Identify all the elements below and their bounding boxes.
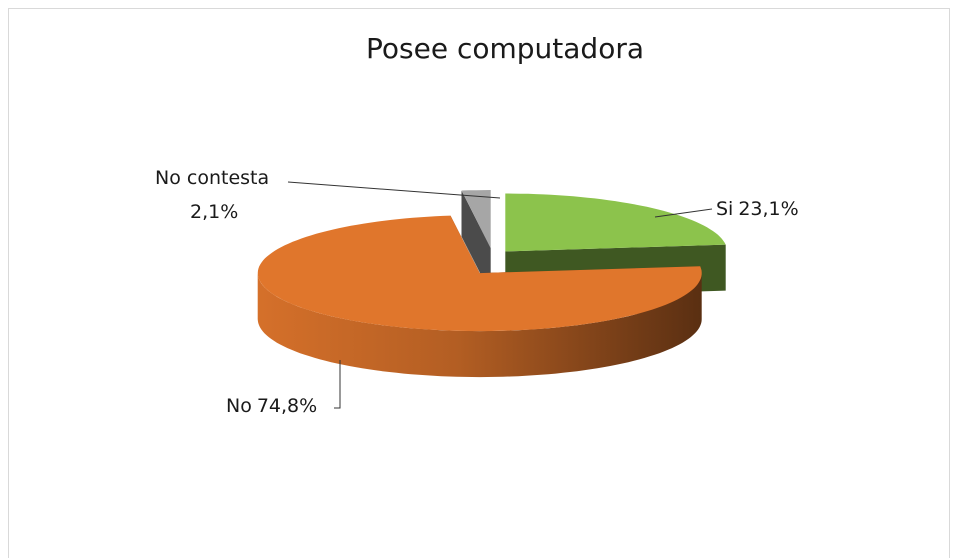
slice bbox=[257, 215, 702, 332]
leader-line bbox=[334, 360, 341, 409]
slice-value-label: 23,1% bbox=[738, 198, 798, 220]
slice-category: Si bbox=[716, 198, 733, 220]
slice-value-label: 74,8% bbox=[257, 395, 317, 417]
slice-label: Si 23,1% bbox=[716, 198, 799, 220]
slice-value-label: 2,1% bbox=[190, 201, 238, 223]
pie bbox=[257, 190, 726, 378]
slice bbox=[505, 193, 726, 252]
slice bbox=[461, 190, 491, 248]
leader-line bbox=[287, 181, 501, 199]
chart-title: Posee computadora bbox=[366, 32, 644, 65]
leader-line bbox=[654, 208, 713, 218]
slice-category: No bbox=[226, 395, 252, 417]
slice-label: No 74,8% bbox=[226, 395, 317, 417]
slice-side bbox=[461, 190, 491, 294]
slice-wall bbox=[257, 273, 702, 378]
slice-label: No contesta bbox=[155, 167, 269, 189]
